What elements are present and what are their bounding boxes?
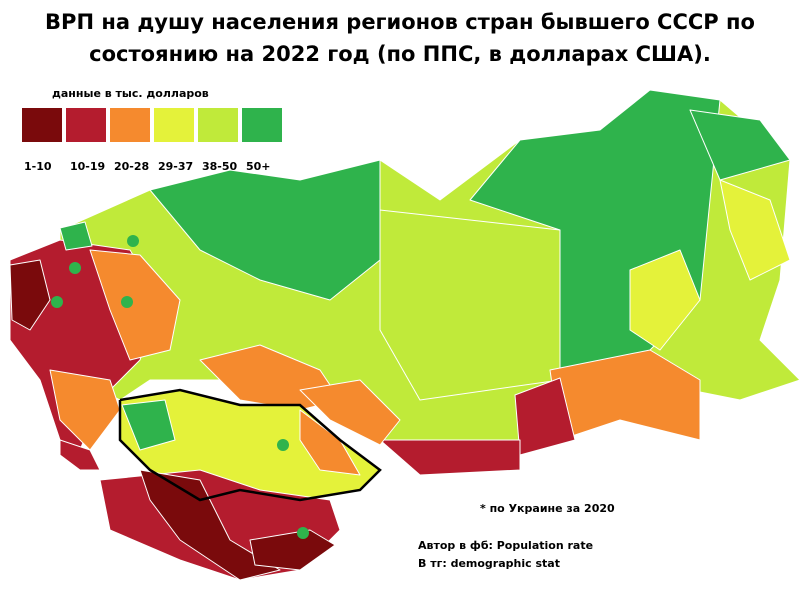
- europe-orange: [89, 249, 181, 361]
- legend-label: 50+: [246, 160, 271, 173]
- kazakhstan-border: [118, 388, 382, 502]
- legend-label: 1-10: [24, 160, 52, 173]
- siberia: [379, 209, 561, 401]
- legend-label: 20-28: [114, 160, 149, 173]
- city-dot: [277, 439, 289, 451]
- europe-dark: [9, 259, 51, 331]
- legend-label: 29-37: [158, 160, 193, 173]
- title: ВРП на душу населения регионов стран быв…: [45, 10, 755, 66]
- city-dot: [121, 296, 133, 308]
- legend-swatch: [242, 108, 282, 142]
- leningrad-green: [59, 221, 93, 251]
- south-siberia: [379, 439, 521, 476]
- regions: [9, 89, 800, 581]
- south-russia-orange: [49, 369, 121, 451]
- city-dot: [127, 235, 139, 247]
- west-siberia-orange: [299, 379, 401, 446]
- legend-label: 38-50: [202, 160, 238, 173]
- city-dot: [69, 262, 81, 274]
- baikal-red: [514, 377, 576, 456]
- legend-swatch: [66, 108, 106, 142]
- legend-swatch: [154, 108, 194, 142]
- legend-swatch: [22, 108, 62, 142]
- legend: 1-10 10-19 20-28 29-37 38-50 50+: [22, 108, 282, 173]
- kamchatka: [719, 179, 791, 281]
- city-dot: [297, 527, 309, 539]
- legend-swatch: [110, 108, 150, 142]
- legend-swatch: [198, 108, 238, 142]
- yakutia-south: [629, 249, 701, 351]
- legend-title: данные в тыс. долларов: [52, 87, 209, 100]
- caucasus: [59, 439, 101, 471]
- chukotka: [689, 109, 791, 181]
- legend-label: 10-19: [70, 160, 105, 173]
- credit: В тг: demographic stat: [418, 557, 560, 570]
- central-asia-dark: [139, 469, 281, 581]
- footnote: * по Украине за 2020: [480, 502, 615, 515]
- city-dot: [51, 296, 63, 308]
- kazakhstan-green: [121, 399, 176, 451]
- credit: Автор в фб: Population rate: [418, 539, 593, 552]
